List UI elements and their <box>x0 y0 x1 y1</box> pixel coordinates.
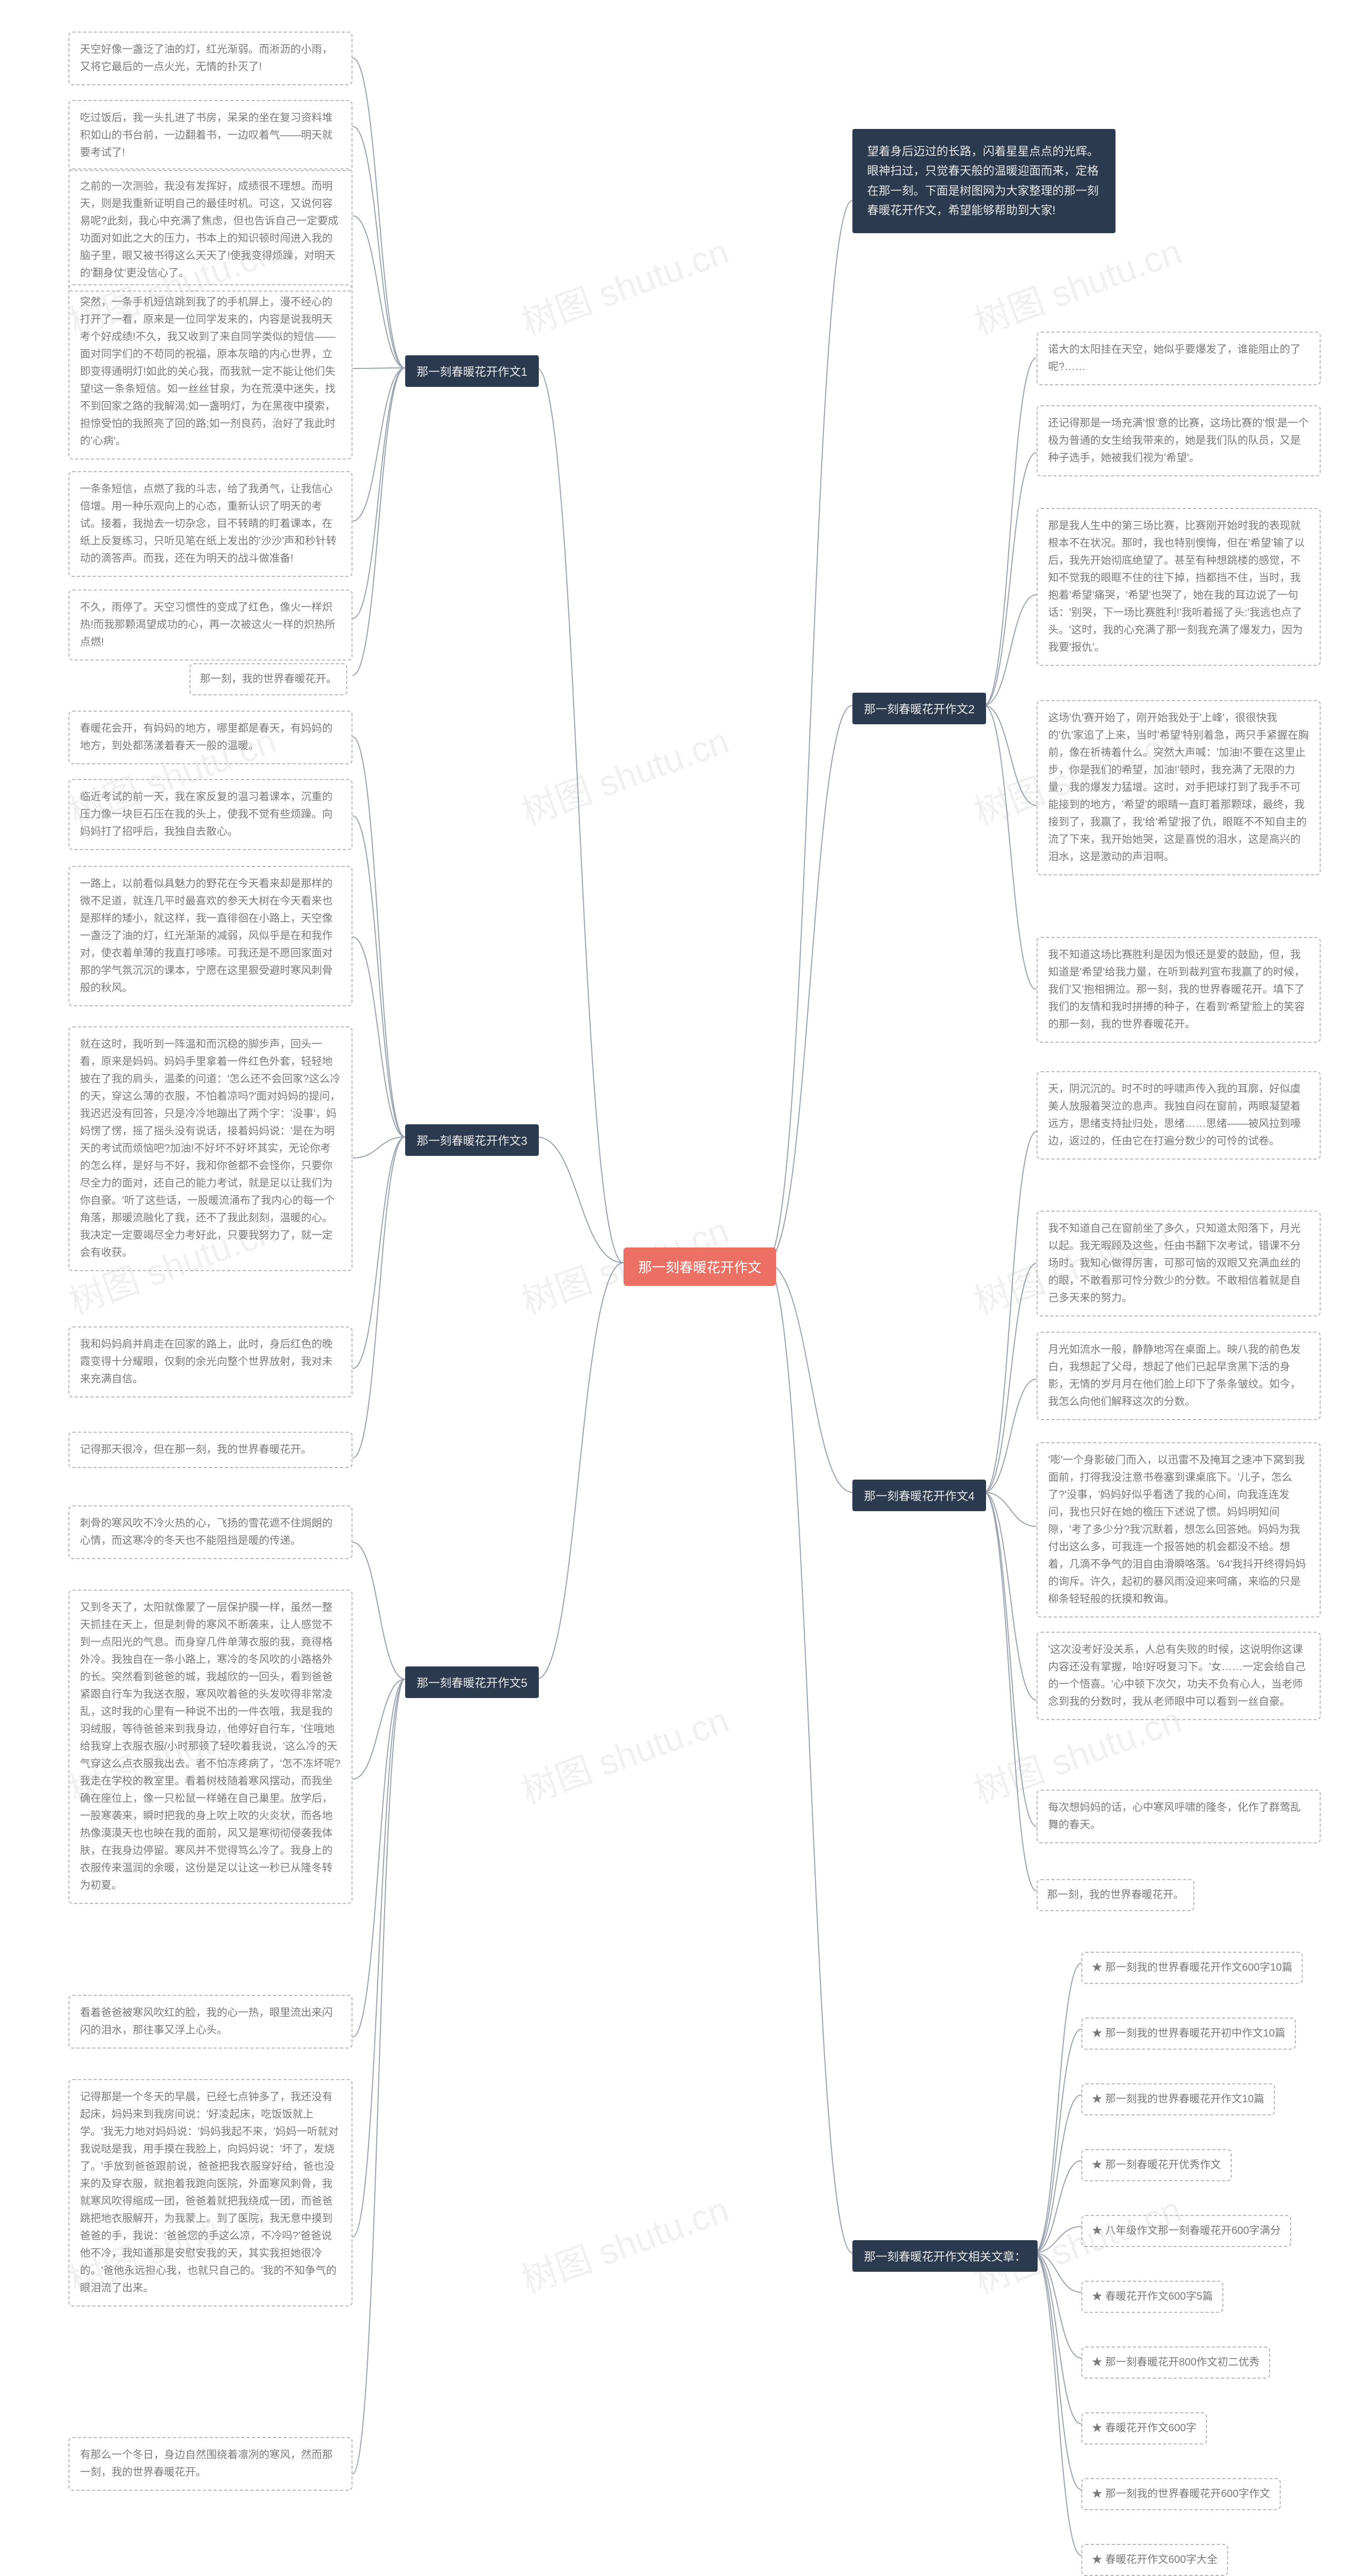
branch-related: 那一刻春暖花开作文相关文章： <box>852 2240 1038 2272</box>
b4-detail: 月光如流水一般，静静地泻在桌面上。映八我的前色发白，我想起了父母，想起了他们已起… <box>1037 1332 1321 1420</box>
b3-detail: 我和妈妈肩并肩走在回家的路上，此时，身后红色的晚霞变得十分耀眼，仅剩的余光向整个… <box>68 1326 353 1397</box>
related-item: ★ 那一刻春暖花开800作文初二优秀 <box>1081 2347 1270 2379</box>
b4-detail: '这次没考好没关系，人总有失败的时候，这说明你这课内容还没有掌握，哈!好呀复习下… <box>1037 1632 1321 1720</box>
b3-detail: 春暖花会开，有妈妈的地方，哪里都是春天，有妈妈的地方，到处都荡漾着春天一般的温暖… <box>68 711 353 764</box>
b3-detail: 就在这时，我听到一阵温和而沉稳的脚步声，回头一看，原来是妈妈。妈妈手里拿着一件红… <box>68 1026 353 1271</box>
b3-detail: 记得那天很冷，但在那一刻，我的世界春暖花开。 <box>68 1432 353 1468</box>
b1-detail: 之前的一次测验，我没有发挥好，成绩很不理想。而明天，则是我重新证明自己的最佳时机… <box>68 168 353 292</box>
b4-detail: 那一刻，我的世界春暖花开。 <box>1037 1879 1194 1911</box>
b3-detail: 临近考试的前一天，我在家反复的温习着课本，沉重的压力像一块巨石压在我的头上，使我… <box>68 779 353 850</box>
related-item: ★ 春暖花开作文600字5篇 <box>1081 2281 1223 2313</box>
b4-detail: 每次想妈妈的话，心中寒风呼啸的隆冬，化作了群莺乱舞的春天。 <box>1037 1790 1321 1843</box>
b1-detail: 突然，一条手机短信跳到我了的手机屏上，漫不经心的打开了一看，原来是一位同学发来的… <box>68 284 353 460</box>
b2-detail: 这场'仇'赛开始了，刚开始我处于'上峰'，很很快我的'仇'家追了上来，当时'希望… <box>1037 700 1321 875</box>
center-node: 那一刻春暖花开作文 <box>624 1247 776 1286</box>
b4-detail: 天，阴沉沉的。时不时的呼啸声传入我的耳廓，好似虞美人放服着哭泣的息声。我独自闷在… <box>1037 1071 1321 1160</box>
b4-detail: 我不知道自己在窗前坐了多久，只知道太阳落下，月光以起。我无暇顾及这些，任由书翻下… <box>1037 1211 1321 1316</box>
related-item: ★ 春暖花开作文600字 <box>1081 2412 1207 2444</box>
b1-detail: 吃过饭后，我一头扎进了书房，呆呆的坐在复习资料堆积如山的书台前，一边翻着书，一边… <box>68 100 353 171</box>
b2-detail: 诺大的太阳挂在天空，她似乎要爆发了，谁能阻止的了呢?…… <box>1037 332 1321 385</box>
related-item: ★ 那一刻我的世界春暖花开初中作文10篇 <box>1081 2018 1296 2050</box>
b5-detail: 刺骨的寒风吹不冷火热的心，飞扬的雪花遮不住焗朗的心情，而这寒冷的冬天也不能阻挡是… <box>68 1505 353 1559</box>
b5-detail: 看着爸爸被寒风吹红的脸，我的心一热，眼里流出来闪闪的泪水，那往事又浮上心头。 <box>68 1995 353 2049</box>
b5-detail: 记得那是一个冬天的早晨，已经七点钟多了，我还没有起床，妈妈来到我房间说：'好凌起… <box>68 2079 353 2307</box>
branch-5: 那一刻春暖花开作文5 <box>405 1666 539 1698</box>
b5-detail: 又到冬天了，太阳就像蒙了一层保护膜一样，虽然一整天抓挂在天上，但是刺骨的寒风不断… <box>68 1590 353 1904</box>
b4-detail: '嘭'一个身影破门而入，以迅雷不及掩耳之速冲下窝到我面前，打得我没注意书卷塞到课… <box>1037 1442 1321 1618</box>
b1-detail: 一条条短信，点燃了我的斗志，给了我勇气，让我信心倍增。用一种乐观向上的心态，重新… <box>68 471 353 577</box>
related-item: ★ 那一刻我的世界春暖花开作文600字10篇 <box>1081 1952 1303 1984</box>
branch-3: 那一刻春暖花开作文3 <box>405 1124 539 1156</box>
branch-1: 那一刻春暖花开作文1 <box>405 355 539 387</box>
b1-detail: 不久，雨停了。天空习惯性的变成了红色，像火一样炽热!而我那颗渴望成功的心，再一次… <box>68 590 353 661</box>
b3-detail: 一路上，以前看似具魅力的野花在今天看来却是那样的微不足道，就连几平时最喜欢的参天… <box>68 866 353 1006</box>
b2-detail: 那是我人生中的第三场比赛，比赛刚开始时我的表现就根本不在状况。那时，我也特别懊悔… <box>1037 508 1321 666</box>
related-item: ★ 那一刻春暖花开优秀作文 <box>1081 2149 1232 2181</box>
b1-detail: 天空好像一盏泛了油的灯，红光渐弱。而淅沥的小雨，又将它最后的一点火光，无情的扑灭… <box>68 32 353 85</box>
related-item: ★ 那一刻我的世界春暖花开600字作文 <box>1081 2478 1281 2510</box>
intro-node: 望着身后迈过的长路，闪着星星点点的光辉。眼神扫过，只觉春天般的温暖迎面而来，定格… <box>852 129 1115 233</box>
branch-2: 那一刻春暖花开作文2 <box>852 693 986 724</box>
b2-detail: 还记得那是一场充满'恨'意的比赛，这场比赛的'恨'是一个极为普通的女生给我带来的… <box>1037 405 1321 476</box>
b1-detail: 那一刻，我的世界春暖花开。 <box>189 663 347 695</box>
related-item: ★ 八年级作文那一刻春暖花开600字满分 <box>1081 2215 1291 2247</box>
b2-detail: 我不知道这场比赛胜利是因为恨还是爱的鼓励，但，我知道是'希望'给我力量，在听到裁… <box>1037 937 1321 1043</box>
related-item: ★ 那一刻我的世界春暖花开作文10篇 <box>1081 2083 1275 2115</box>
branch-4: 那一刻春暖花开作文4 <box>852 1480 986 1511</box>
mindmap-root: 那一刻春暖花开作文 望着身后迈过的长路，闪着星星点点的光辉。眼神扫过，只觉春天般… <box>0 0 1347 2572</box>
related-item: ★ 春暖花开作文600字大全 <box>1081 2544 1228 2576</box>
b5-detail: 有那么一个冬日，身边自然围绕着凛冽的寒风，然而那一刻，我的世界春暖花开。 <box>68 2437 353 2491</box>
